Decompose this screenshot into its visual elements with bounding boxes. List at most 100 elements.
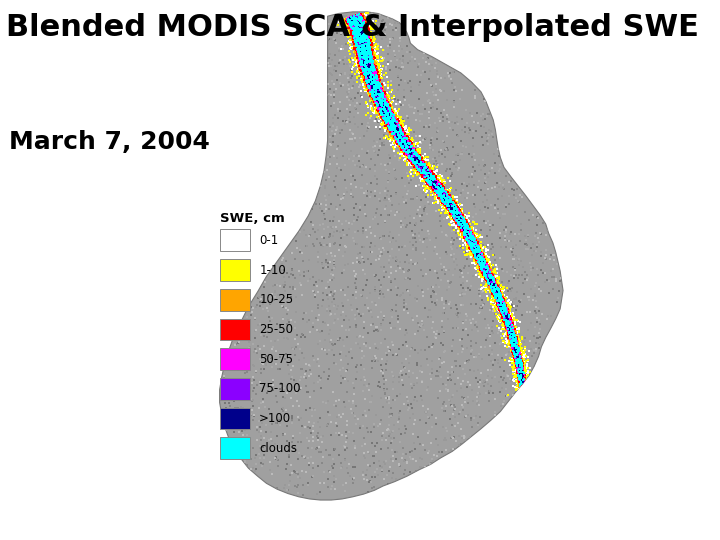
Point <box>436 192 448 200</box>
Point <box>368 63 379 72</box>
Point <box>467 245 479 253</box>
Point <box>474 230 486 239</box>
Point <box>368 98 379 107</box>
Point <box>369 93 381 102</box>
Point <box>489 286 500 295</box>
Point <box>449 83 460 91</box>
Point <box>371 71 382 80</box>
Point <box>517 379 528 388</box>
Point <box>351 72 363 81</box>
Point <box>352 26 364 35</box>
Point <box>354 30 365 39</box>
Point <box>513 331 524 340</box>
Point <box>355 32 366 40</box>
Point <box>478 250 490 259</box>
Point <box>362 60 374 69</box>
Point <box>481 262 492 271</box>
Point <box>355 23 366 31</box>
Point <box>409 148 420 157</box>
Point <box>487 298 499 306</box>
Point <box>409 148 420 157</box>
Point <box>379 111 390 120</box>
Point <box>514 367 526 375</box>
Point <box>338 252 349 260</box>
Point <box>474 251 485 260</box>
Point <box>507 336 518 345</box>
Point <box>397 140 408 149</box>
Point <box>425 236 436 245</box>
Point <box>476 251 487 260</box>
Point <box>500 309 512 318</box>
Point <box>480 264 491 272</box>
Point <box>498 302 510 311</box>
Point <box>508 294 520 303</box>
Point <box>370 99 382 108</box>
Point <box>500 309 511 318</box>
Point <box>247 396 258 404</box>
Point <box>362 50 374 59</box>
Point <box>354 57 366 66</box>
Point <box>475 285 487 294</box>
Point <box>470 259 482 268</box>
Point <box>469 247 480 255</box>
Point <box>423 153 434 161</box>
Point <box>486 274 498 282</box>
Point <box>449 212 460 221</box>
Point <box>375 85 387 93</box>
Point <box>353 52 364 60</box>
Point <box>413 155 424 164</box>
Point <box>509 331 521 340</box>
Point <box>379 93 391 102</box>
Point <box>395 145 406 153</box>
Point <box>353 24 364 33</box>
Point <box>378 99 390 108</box>
Point <box>355 48 366 57</box>
Point <box>387 125 398 133</box>
Point <box>474 259 486 268</box>
Point <box>369 77 380 85</box>
Point <box>436 188 448 197</box>
Point <box>510 351 522 360</box>
Point <box>487 286 498 295</box>
Point <box>490 294 501 302</box>
Point <box>388 120 400 129</box>
Point <box>500 307 512 315</box>
Point <box>480 264 492 272</box>
Point <box>433 185 445 194</box>
Point <box>324 276 336 285</box>
Point <box>400 148 411 157</box>
Point <box>395 113 407 122</box>
Point <box>478 266 490 274</box>
Point <box>391 127 402 136</box>
Point <box>494 296 505 305</box>
Point <box>373 102 384 111</box>
Point <box>420 161 431 170</box>
Point <box>354 25 366 33</box>
Point <box>508 351 519 360</box>
Point <box>418 170 429 178</box>
Point <box>355 29 366 37</box>
Point <box>359 31 370 40</box>
Point <box>368 76 379 84</box>
Point <box>345 19 356 28</box>
Point <box>508 351 519 360</box>
Point <box>495 295 507 304</box>
Point <box>472 262 483 271</box>
Point <box>366 86 378 95</box>
Point <box>355 60 366 69</box>
Point <box>329 485 341 494</box>
Point <box>476 272 487 280</box>
Point <box>360 56 372 64</box>
Point <box>384 118 395 126</box>
Point <box>434 193 446 201</box>
Point <box>397 136 409 144</box>
Point <box>358 47 369 56</box>
Point <box>369 71 380 79</box>
Point <box>362 43 374 52</box>
Point <box>367 13 379 22</box>
Point <box>397 123 408 131</box>
Point <box>392 127 404 136</box>
Point <box>480 272 491 280</box>
Point <box>343 20 354 29</box>
Point <box>390 119 402 127</box>
